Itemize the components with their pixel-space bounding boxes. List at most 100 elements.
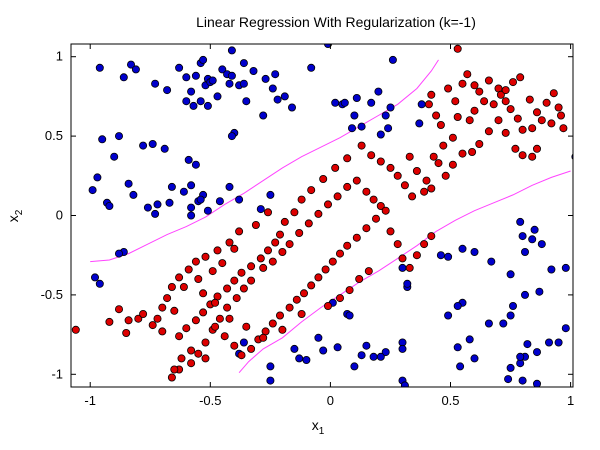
red-point: [299, 289, 308, 298]
blue-point: [268, 84, 277, 93]
blue-point: [266, 376, 275, 385]
blue-point: [196, 97, 205, 106]
blue-point: [110, 152, 119, 161]
red-point: [511, 144, 520, 153]
red-point: [518, 125, 527, 134]
blue-point: [213, 92, 222, 101]
red-point: [393, 171, 402, 180]
blue-point: [537, 240, 546, 249]
red-point: [115, 305, 124, 314]
blue-point: [521, 290, 530, 299]
blue-point: [280, 92, 289, 101]
red-point: [235, 227, 244, 236]
red-point: [153, 314, 162, 323]
red-point: [323, 200, 332, 209]
red-point: [280, 217, 289, 226]
red-point: [201, 354, 210, 363]
blue-point: [381, 111, 390, 120]
blue-point: [533, 348, 542, 357]
red-point: [335, 294, 344, 303]
red-point: [436, 121, 445, 130]
red-point: [475, 87, 484, 96]
red-point: [547, 119, 556, 128]
y-tick-label: -0.5: [41, 287, 63, 302]
red-point: [139, 309, 148, 318]
red-point: [448, 160, 457, 169]
red-point: [429, 152, 438, 161]
blue-point: [436, 251, 445, 260]
blue-point: [151, 209, 160, 218]
red-point: [501, 128, 510, 137]
blue-point: [508, 301, 517, 310]
blue-point: [499, 319, 508, 328]
blue-point: [384, 124, 393, 133]
red-point: [408, 192, 417, 201]
blue-point: [376, 352, 385, 361]
red-point: [376, 157, 385, 166]
y-tick-label: 0.5: [45, 128, 63, 143]
x-tick-label: 0: [327, 393, 334, 408]
red-point: [275, 311, 284, 320]
blue-point: [127, 60, 136, 69]
red-point: [158, 303, 167, 312]
red-point: [275, 230, 284, 239]
blue-point: [367, 98, 376, 107]
red-point: [256, 254, 265, 263]
red-point: [508, 78, 517, 87]
red-point: [364, 267, 373, 276]
blue-point: [398, 263, 407, 272]
red-point: [470, 81, 479, 90]
red-point: [528, 152, 537, 161]
red-point: [362, 187, 371, 196]
blue-point: [561, 263, 570, 272]
red-point: [230, 341, 239, 350]
blue-point: [187, 211, 196, 220]
blue-point: [444, 311, 453, 320]
red-point: [333, 192, 342, 201]
red-point: [314, 273, 323, 282]
blue-point: [129, 190, 138, 199]
red-point: [167, 282, 176, 291]
red-point: [259, 263, 268, 272]
red-point: [297, 309, 306, 318]
red-point: [297, 195, 306, 204]
red-point: [557, 111, 566, 120]
red-point: [441, 171, 450, 180]
blue-point: [182, 97, 191, 106]
red-point: [307, 186, 316, 195]
red-point: [468, 147, 477, 156]
red-point: [247, 344, 256, 353]
red-point: [405, 263, 414, 272]
red-point: [167, 373, 176, 382]
red-point: [494, 116, 503, 125]
blue-point: [225, 79, 234, 88]
x-axis: -1 -0.5 0 0.5 1: [84, 44, 574, 408]
red-point: [398, 254, 407, 263]
decision-boundary-line-1: [90, 59, 439, 263]
blue-point: [545, 338, 554, 347]
blue-point: [266, 190, 275, 199]
red-point: [343, 241, 352, 250]
blue-point: [239, 338, 248, 347]
blue-point: [516, 352, 525, 361]
blue-point: [259, 111, 268, 120]
red-point: [148, 321, 157, 330]
red-point: [422, 176, 431, 185]
blue-point: [487, 257, 496, 266]
blue-point: [115, 249, 124, 258]
red-point: [251, 220, 260, 229]
blue-point: [302, 355, 311, 364]
blue-point: [403, 279, 412, 288]
blue-point: [187, 87, 196, 96]
blue-point: [239, 59, 248, 68]
red-point: [432, 111, 441, 120]
blue-point: [208, 76, 217, 85]
blue-point: [131, 65, 140, 74]
blue-point: [242, 97, 251, 106]
red-point: [448, 133, 457, 142]
red-point: [516, 73, 525, 82]
red-point: [420, 187, 429, 196]
red-point: [427, 184, 436, 193]
red-point: [484, 76, 493, 85]
red-point: [352, 233, 361, 242]
